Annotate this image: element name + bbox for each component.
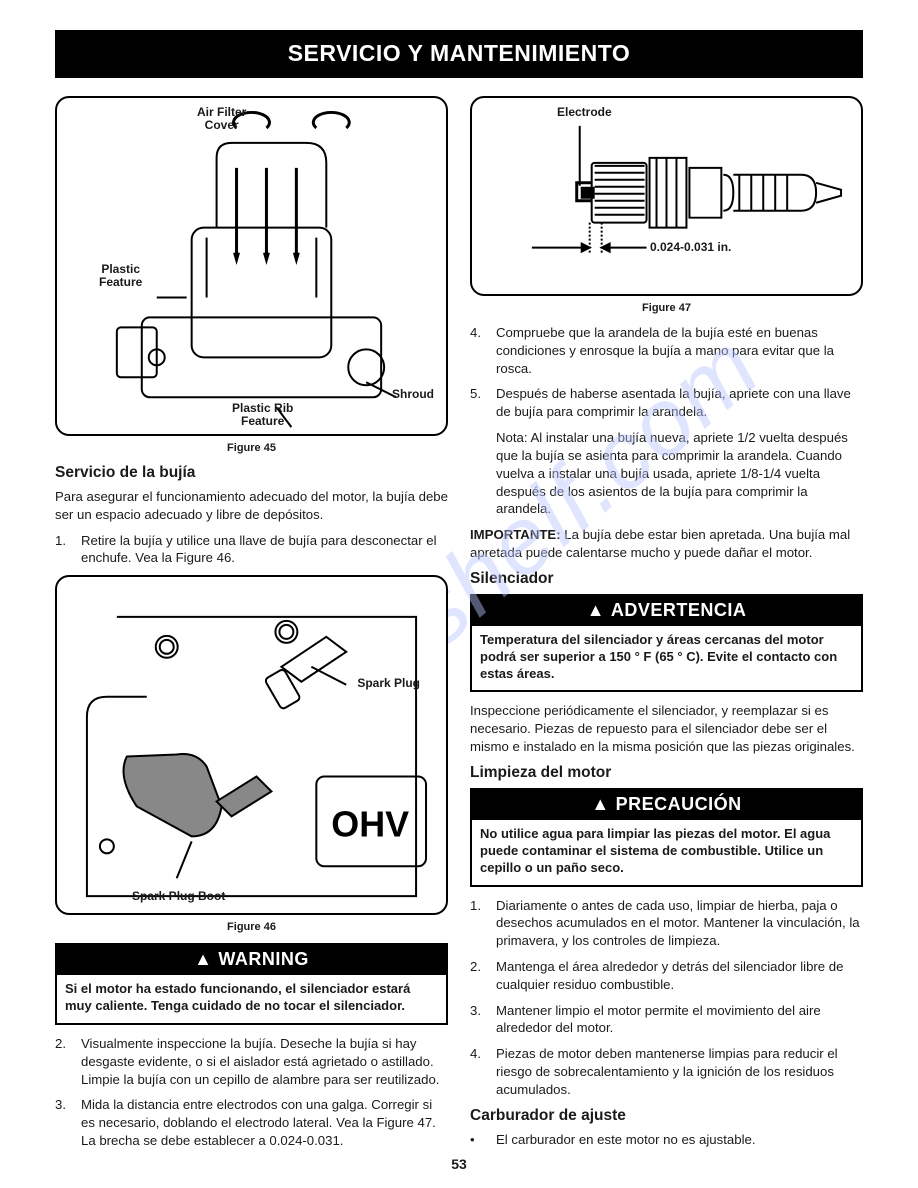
silenciador-paragraph: Inspeccione periódicamente el silenciado…	[470, 702, 863, 755]
callout-electrode: Electrode	[557, 106, 612, 119]
callout-spark-plug-boot: Spark Plug Boot	[132, 890, 225, 903]
advertencia-body: Temperatura del silenciador y áreas cerc…	[472, 626, 861, 691]
list-text: Visualmente inspeccione la bujía. Desech…	[81, 1035, 448, 1088]
advertencia-box: ▲ ADVERTENCIA Temperatura del silenciador…	[470, 594, 863, 693]
list-item: 3.Mida la distancia entre electrodos con…	[55, 1096, 448, 1149]
list-text: El carburador en este motor no es ajusta…	[496, 1131, 756, 1149]
list-text: Piezas de motor deben mantenerse limpias…	[496, 1045, 863, 1098]
list-servicio-2: 2.Visualmente inspeccione la bujía. Dese…	[55, 1035, 448, 1150]
content-columns: Air FilterCover PlasticFeature Shroud Pl…	[55, 96, 863, 1158]
list-limpieza: 1.Diariamente o antes de cada uso, limpi…	[470, 897, 863, 1099]
figure-46: OHV Spark Plug Spark Plug Boot	[55, 575, 448, 915]
figure-45: Air FilterCover PlasticFeature Shroud Pl…	[55, 96, 448, 436]
warning-head: ▲ WARNING	[57, 945, 446, 975]
list-text: Mantenga el área alrededor y detrás del …	[496, 958, 863, 994]
advertencia-label: ADVERTENCIA	[611, 600, 747, 620]
list-text: Retire la bujía y utilice una llave de b…	[81, 532, 448, 568]
figure-47: Electrode 0.024-0.031 in.	[470, 96, 863, 296]
warning-label: WARNING	[218, 949, 309, 969]
list-text: Después de haberse asentada la bujía, ap…	[496, 385, 863, 421]
list-item: 5.Después de haberse asentada la bujía, …	[470, 385, 863, 421]
callout-shroud: Shroud	[392, 388, 434, 401]
spark-plug-diagram	[472, 98, 861, 296]
list-right-1: 4.Compruebe que la arandela de la bujía …	[470, 324, 863, 421]
list-text: Mida la distancia entre electrodos con u…	[81, 1096, 448, 1149]
warning-icon: ▲	[591, 794, 609, 814]
callout-gap: 0.024-0.031 in.	[650, 241, 731, 254]
precaucion-label: PRECAUCIÓN	[616, 794, 742, 814]
left-column: Air FilterCover PlasticFeature Shroud Pl…	[55, 96, 448, 1158]
callout-plastic-rib: Plastic RibFeature	[232, 402, 293, 428]
page-number: 53	[0, 1156, 918, 1172]
list-text: Mantener limpio el motor permite el movi…	[496, 1002, 863, 1038]
callout-spark-plug: Spark Plug	[357, 677, 420, 690]
warning-body: Si el motor ha estado funcionando, el si…	[57, 975, 446, 1023]
list-item: 2.Visualmente inspeccione la bujía. Dese…	[55, 1035, 448, 1088]
callout-plastic-feature: PlasticFeature	[99, 263, 142, 289]
precaucion-body: No utilice agua para limpiar las piezas …	[472, 820, 861, 885]
heading-servicio-bujia: Servicio de la bujía	[55, 464, 448, 482]
page-title-banner: SERVICIO Y MANTENIMIENTO	[55, 30, 863, 78]
list-text: Diariamente o antes de cada uso, limpiar…	[496, 897, 863, 950]
list-carburador: •El carburador en este motor no es ajust…	[470, 1131, 863, 1149]
right-column: Electrode 0.024-0.031 in. Figure 47 4.Co…	[470, 96, 863, 1158]
warning-box: ▲ WARNING Si el motor ha estado funcionan…	[55, 943, 448, 1025]
ohv-text: OHV	[331, 805, 409, 845]
importante-label: IMPORTANTE:	[470, 527, 561, 542]
list-item: 1.Diariamente o antes de cada uso, limpi…	[470, 897, 863, 950]
heading-carburador: Carburador de ajuste	[470, 1107, 863, 1125]
list-item: 1.Retire la bujía y utilice una llave de…	[55, 532, 448, 568]
spark-plug-illustration: OHV	[57, 577, 446, 915]
heading-silenciador: Silenciador	[470, 570, 863, 588]
warning-icon: ▲	[587, 600, 605, 620]
list-servicio-1: 1.Retire la bujía y utilice una llave de…	[55, 532, 448, 568]
precaucion-head: ▲ PRECAUCIÓN	[472, 790, 861, 820]
importante-line: IMPORTANTE: La bujía debe estar bien apr…	[470, 526, 863, 562]
heading-limpieza: Limpieza del motor	[470, 764, 863, 782]
precaucion-box: ▲ PRECAUCIÓN No utilice agua para limpiar…	[470, 788, 863, 887]
nota-text: Nota: Al instalar una bujía nueva, aprie…	[496, 429, 863, 518]
list-text: Compruebe que la arandela de la bujía es…	[496, 324, 863, 377]
list-item: 3.Mantener limpio el motor permite el mo…	[470, 1002, 863, 1038]
list-item: 4.Compruebe que la arandela de la bujía …	[470, 324, 863, 377]
list-item: 4.Piezas de motor deben mantenerse limpi…	[470, 1045, 863, 1098]
list-item: 2.Mantenga el área alrededor y detrás de…	[470, 958, 863, 994]
figure-47-caption: Figure 47	[470, 302, 863, 314]
list-item: •El carburador en este motor no es ajust…	[470, 1131, 863, 1149]
figure-45-caption: Figure 45	[55, 442, 448, 454]
advertencia-head: ▲ ADVERTENCIA	[472, 596, 861, 626]
paragraph-servicio: Para asegurar el funcionamiento adecuado…	[55, 488, 448, 524]
figure-46-caption: Figure 46	[55, 921, 448, 933]
warning-icon: ▲	[194, 949, 212, 969]
callout-air-filter: Air FilterCover	[197, 106, 246, 132]
